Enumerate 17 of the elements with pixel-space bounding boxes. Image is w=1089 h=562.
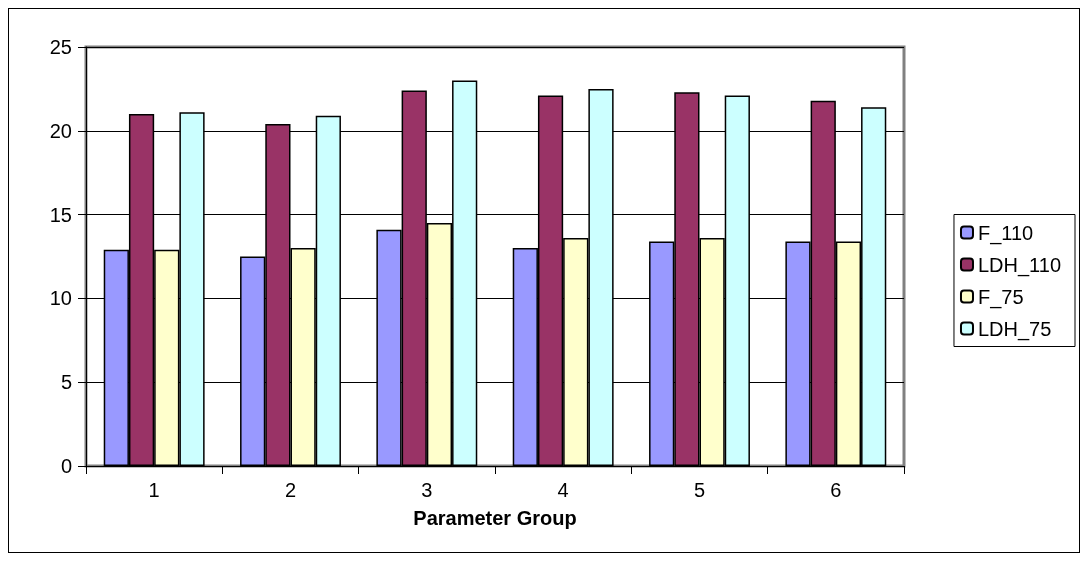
x-axis-title: Parameter Group: [413, 507, 577, 529]
x-tick-label: 6: [830, 479, 842, 501]
x-tick-label: 2: [284, 479, 297, 501]
x-tick-label: 4: [557, 479, 569, 501]
y-tick-label: 0: [60, 455, 72, 477]
legend-label: F_110: [977, 221, 1034, 245]
y-tick-label: 20: [49, 119, 72, 142]
y-tick-label: 15: [49, 203, 72, 226]
y-tick-label: 25: [49, 36, 72, 58]
y-tick-label: 10: [49, 287, 72, 310]
legend-label: LDH_110: [977, 253, 1062, 277]
legend-label: F_75: [977, 285, 1024, 309]
x-tick-label: 3: [421, 479, 433, 501]
legend-label: LDH_75: [977, 317, 1052, 341]
y-tick-label: 5: [60, 371, 72, 394]
x-tick-label: 5: [693, 479, 706, 501]
x-tick-label: 1: [148, 479, 160, 501]
